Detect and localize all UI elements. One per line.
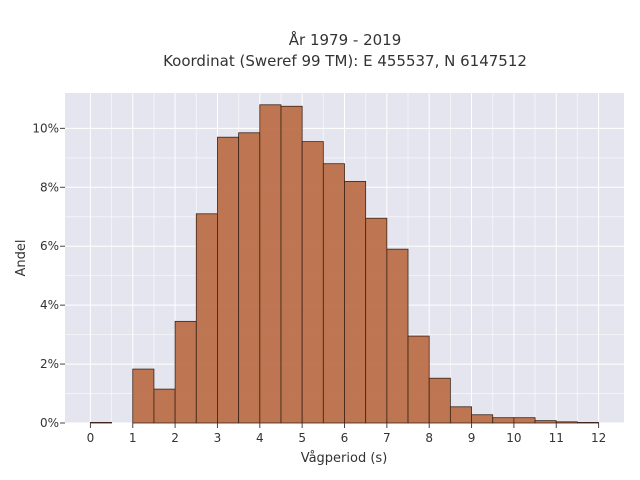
x-tick-label: 9 — [468, 431, 476, 445]
histogram-bar — [195, 213, 218, 424]
y-axis-title: Andel — [14, 240, 29, 277]
y-tick-label: 0% — [40, 416, 59, 430]
chart-title-line-1: År 1979 - 2019 — [289, 30, 402, 49]
y-tick-label: 8% — [40, 180, 59, 194]
axis-ticks: 0 1 2 3 4 5 6 7 8 9 10 11 120%2%4%6%8%10% — [32, 121, 606, 445]
y-tick-label: 10% — [32, 121, 59, 135]
x-axis-title: Vågperiod (s) — [301, 451, 388, 466]
histogram-bar — [238, 132, 261, 424]
x-tick-label: 3 — [214, 431, 222, 445]
x-tick-label: 5 — [298, 431, 306, 445]
histogram-bar — [449, 406, 472, 424]
bars — [90, 104, 599, 424]
x-tick-label: 1 — [129, 431, 137, 445]
x-tick-label: 11 — [549, 431, 564, 445]
histogram-bar — [322, 163, 345, 424]
y-tick-label: 4% — [40, 298, 59, 312]
histogram-bar — [428, 377, 451, 424]
histogram-bar — [301, 141, 324, 424]
y-tick-label: 2% — [40, 357, 59, 371]
chart-title-line-2: Koordinat (Sweref 99 TM): E 455537, N 61… — [163, 52, 527, 70]
histogram-bar — [132, 368, 155, 424]
histogram-bar — [90, 422, 112, 424]
histogram-bar — [471, 414, 494, 424]
histogram-bar — [153, 388, 176, 424]
histogram-bar — [555, 421, 578, 424]
histogram-bar — [407, 335, 430, 424]
x-tick-label: 7 — [383, 431, 391, 445]
x-tick-label: 10 — [506, 431, 521, 445]
histogram-bar — [577, 422, 599, 424]
histogram-bar — [386, 248, 409, 424]
histogram-bar — [534, 420, 557, 424]
histogram-bar — [365, 217, 388, 424]
histogram-bar — [174, 320, 197, 424]
x-tick-label: 8 — [425, 431, 433, 445]
x-tick-label: 2 — [171, 431, 179, 445]
y-tick-label: 6% — [40, 239, 59, 253]
histogram-bar — [217, 136, 240, 424]
histogram-bar — [280, 105, 303, 424]
histogram-bar — [344, 180, 367, 424]
x-tick-label: 4 — [256, 431, 264, 445]
x-tick-label: 12 — [591, 431, 606, 445]
histogram-bar — [492, 417, 515, 424]
x-tick-label: 0 — [87, 431, 95, 445]
histogram-bar — [259, 104, 282, 424]
histogram-bar — [513, 417, 536, 424]
x-tick-label: 6 — [341, 431, 349, 445]
